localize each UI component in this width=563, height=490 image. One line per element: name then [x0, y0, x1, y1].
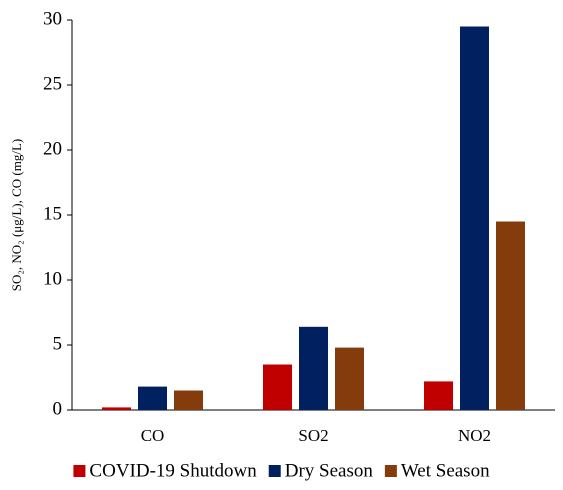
y-tick-label: 15: [43, 203, 62, 224]
legend-swatch: [384, 465, 397, 477]
y-tick-label: 20: [43, 138, 62, 159]
legend-swatch: [268, 465, 281, 477]
legend-label: COVID-19 Shutdown: [89, 460, 257, 481]
x-tick-label: SO2: [298, 426, 328, 445]
y-axis-label: SO₂, NO₂ (μg/L), CO (mg/L): [9, 139, 24, 292]
bar: [299, 326, 328, 410]
bar: [102, 407, 131, 410]
bar: [263, 364, 292, 410]
bar: [496, 221, 525, 410]
y-tick-label: 25: [43, 73, 62, 94]
y-tick-label: 10: [43, 268, 62, 289]
bar: [138, 386, 167, 410]
y-tick-label: 30: [43, 8, 62, 29]
x-tick-label: CO: [141, 426, 165, 445]
y-tick-label: 5: [53, 333, 63, 354]
bar: [424, 381, 453, 410]
x-tick-label: NO2: [458, 426, 491, 445]
y-tick-label: 0: [53, 398, 63, 419]
legend-label: Wet Season: [401, 460, 490, 481]
bar: [174, 390, 203, 410]
bar: [335, 347, 364, 410]
legend-swatch: [73, 465, 86, 477]
bar: [460, 26, 489, 410]
legend-label: Dry Season: [285, 460, 374, 481]
